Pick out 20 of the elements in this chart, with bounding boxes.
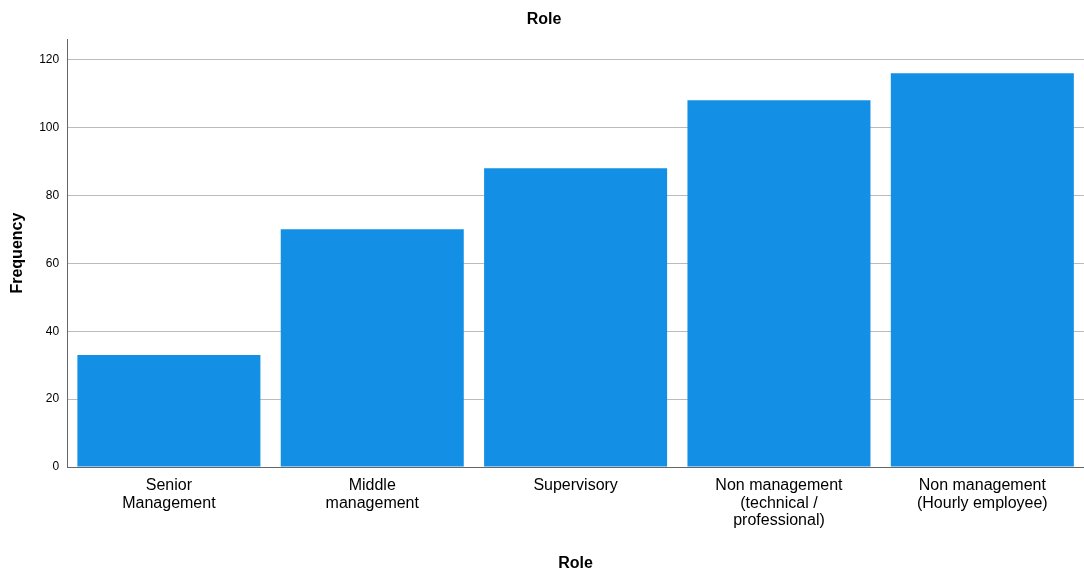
x-tick-label: Supervisory — [533, 476, 618, 494]
y-tick-label: 0 — [52, 459, 60, 474]
bar — [687, 100, 871, 467]
x-tick-label: Non management (Hourly employee) — [916, 476, 1048, 511]
bar — [77, 354, 261, 467]
x-axis-title: Role — [558, 553, 594, 571]
bar — [484, 168, 668, 467]
y-tick-label: 80 — [45, 187, 60, 202]
y-tick-label: 100 — [39, 119, 60, 134]
y-tick-label: 120 — [39, 51, 60, 66]
y-tick-label: 40 — [45, 323, 60, 338]
bar — [890, 73, 1074, 467]
x-tick-label: Senior Management — [122, 476, 217, 511]
bar — [280, 229, 464, 467]
x-tick-label: Middle management — [325, 476, 420, 511]
x-tick-label: Non management (technical / professional) — [715, 476, 844, 529]
y-axis-title: Frequency — [8, 212, 26, 294]
y-tick-label: 20 — [45, 391, 60, 406]
y-tick-label: 60 — [45, 255, 60, 270]
chart-title: Role — [526, 10, 562, 28]
